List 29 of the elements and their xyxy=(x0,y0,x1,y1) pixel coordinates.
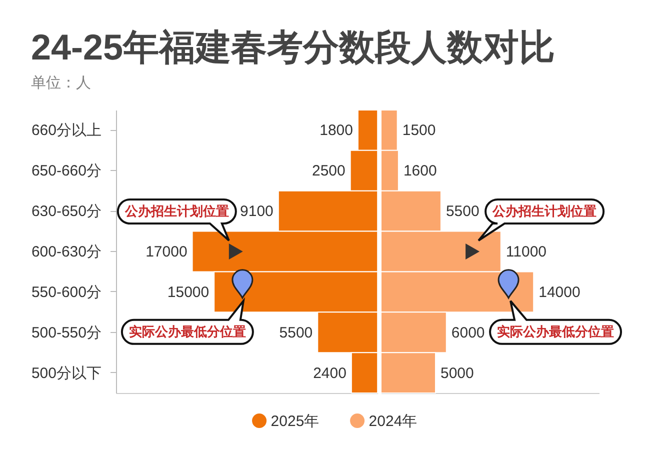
data-label: 14000 xyxy=(538,284,580,301)
chart-title: 24-25年福建春考分数段人数对比 xyxy=(30,26,556,68)
data-label: 17000 xyxy=(146,244,188,260)
annotation: 公办招生计划位置 xyxy=(124,204,229,218)
data-label: 6000 xyxy=(451,324,485,342)
data-label: 2500 xyxy=(312,162,346,180)
y-tick-label: 600-630分 xyxy=(31,244,102,260)
data-label: 9100 xyxy=(240,203,274,220)
y-tick-label: 660分以上 xyxy=(31,122,102,140)
data-label: 5000 xyxy=(440,364,474,382)
data-label: 5500 xyxy=(279,324,313,342)
y-tick-label: 630-650分 xyxy=(31,203,102,220)
y-tick-label: 500-550分 xyxy=(31,324,102,342)
legend-label: 2025年 xyxy=(270,412,320,430)
annotation: 实际公办最低分位置 xyxy=(128,324,246,339)
data-label: 2400 xyxy=(313,364,346,382)
legend-label: 2024年 xyxy=(368,412,418,430)
data-label: 15000 xyxy=(167,284,210,301)
annotation: 公办招生计划位置 xyxy=(492,204,597,218)
data-label: 1600 xyxy=(403,162,437,180)
y-tick-label: 550-600分 xyxy=(31,284,102,301)
data-label: 1800 xyxy=(320,122,353,140)
data-label: 5500 xyxy=(446,203,480,220)
data-label: 11000 xyxy=(506,244,547,260)
chart-subtitle: 单位：人 xyxy=(30,74,91,92)
y-tick-label: 650-660分 xyxy=(31,162,102,180)
annotation: 实际公办最低分位置 xyxy=(497,324,614,339)
data-label: 1500 xyxy=(402,122,436,140)
y-tick-label: 500分以下 xyxy=(31,364,102,382)
